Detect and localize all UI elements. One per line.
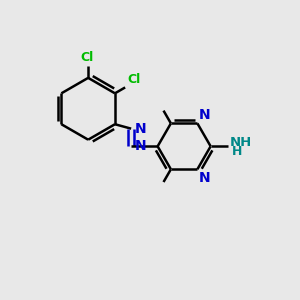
- Text: H: H: [232, 145, 242, 158]
- Text: NH: NH: [230, 136, 252, 149]
- Text: N: N: [199, 171, 211, 185]
- Text: N: N: [199, 108, 211, 122]
- Text: N: N: [135, 122, 146, 136]
- Text: N: N: [135, 139, 146, 153]
- Text: Cl: Cl: [80, 51, 93, 64]
- Text: Cl: Cl: [128, 73, 141, 86]
